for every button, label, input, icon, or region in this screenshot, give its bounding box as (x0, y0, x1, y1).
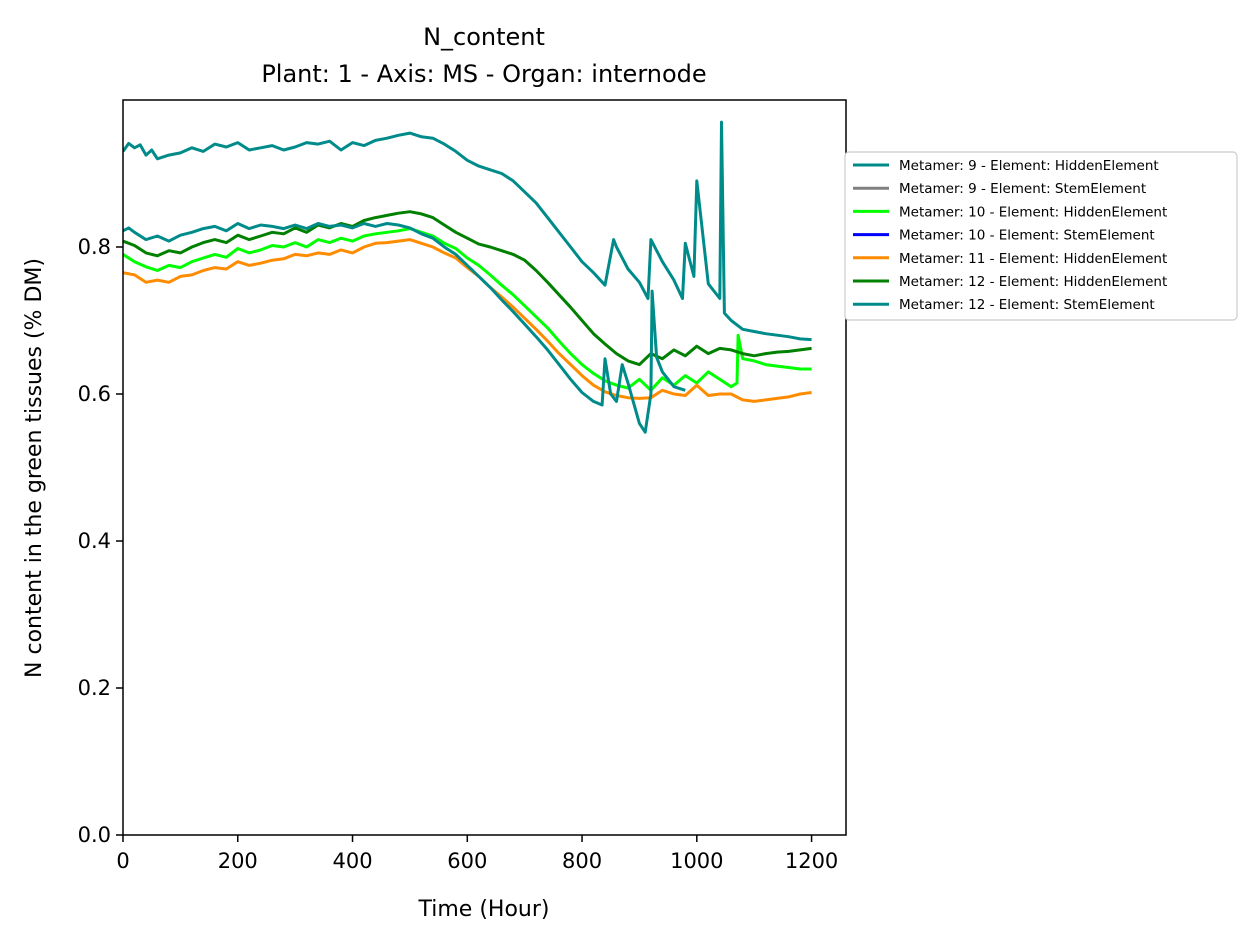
legend-label: Metamer: 9 - Element: HiddenElement (899, 158, 1159, 174)
legend-label: Metamer: 12 - Element: StemElement (899, 297, 1155, 313)
x-axis-label: Time (Hour) (418, 897, 550, 922)
x-tick-label: 400 (332, 849, 372, 873)
legend-label: Metamer: 9 - Element: StemElement (899, 181, 1146, 197)
x-tick-label: 1000 (670, 849, 723, 873)
series-line-3 (123, 227, 812, 392)
legend-box (844, 151, 1238, 321)
y-tick-label: 0.4 (78, 529, 111, 553)
y-axis-label: N content in the green tissues (% DM) (22, 258, 47, 678)
series-line-5 (123, 238, 812, 403)
legend-label: Metamer: 11 - Element: HiddenElement (899, 251, 1167, 267)
series-line-6 (123, 210, 812, 367)
y-tick-label: 0.2 (78, 676, 111, 700)
y-tick-label: 0.8 (78, 235, 111, 259)
legend-label: Metamer: 10 - Element: HiddenElement (899, 204, 1167, 220)
series-group (123, 120, 812, 434)
legend-label: Metamer: 10 - Element: StemElement (899, 228, 1155, 244)
series-line-7 (123, 222, 686, 434)
series-line-1 (123, 120, 812, 342)
legend: Metamer: 9 - Element: HiddenElement Metam… (844, 151, 1238, 321)
x-tick-label: 600 (447, 849, 487, 873)
x-tick-label: 200 (218, 849, 258, 873)
y-tick-label: 0.6 (78, 382, 111, 406)
y-tick-label: 0.0 (78, 823, 111, 847)
x-tick-label: 800 (562, 849, 602, 873)
plot-frame (122, 99, 847, 836)
legend-label: Metamer: 12 - Element: HiddenElement (899, 274, 1167, 290)
x-axis-ticks: 0 200 400 600 800 1000 1200 (116, 835, 838, 873)
x-tick-label: 1200 (785, 849, 838, 873)
chart-subtitle: Plant: 1 - Axis: MS - Organ: internode (261, 60, 706, 88)
x-tick-label: 0 (116, 849, 129, 873)
y-axis-ticks: 0.0 0.2 0.4 0.6 0.8 (78, 235, 123, 847)
chart-title: N_content (423, 23, 545, 51)
